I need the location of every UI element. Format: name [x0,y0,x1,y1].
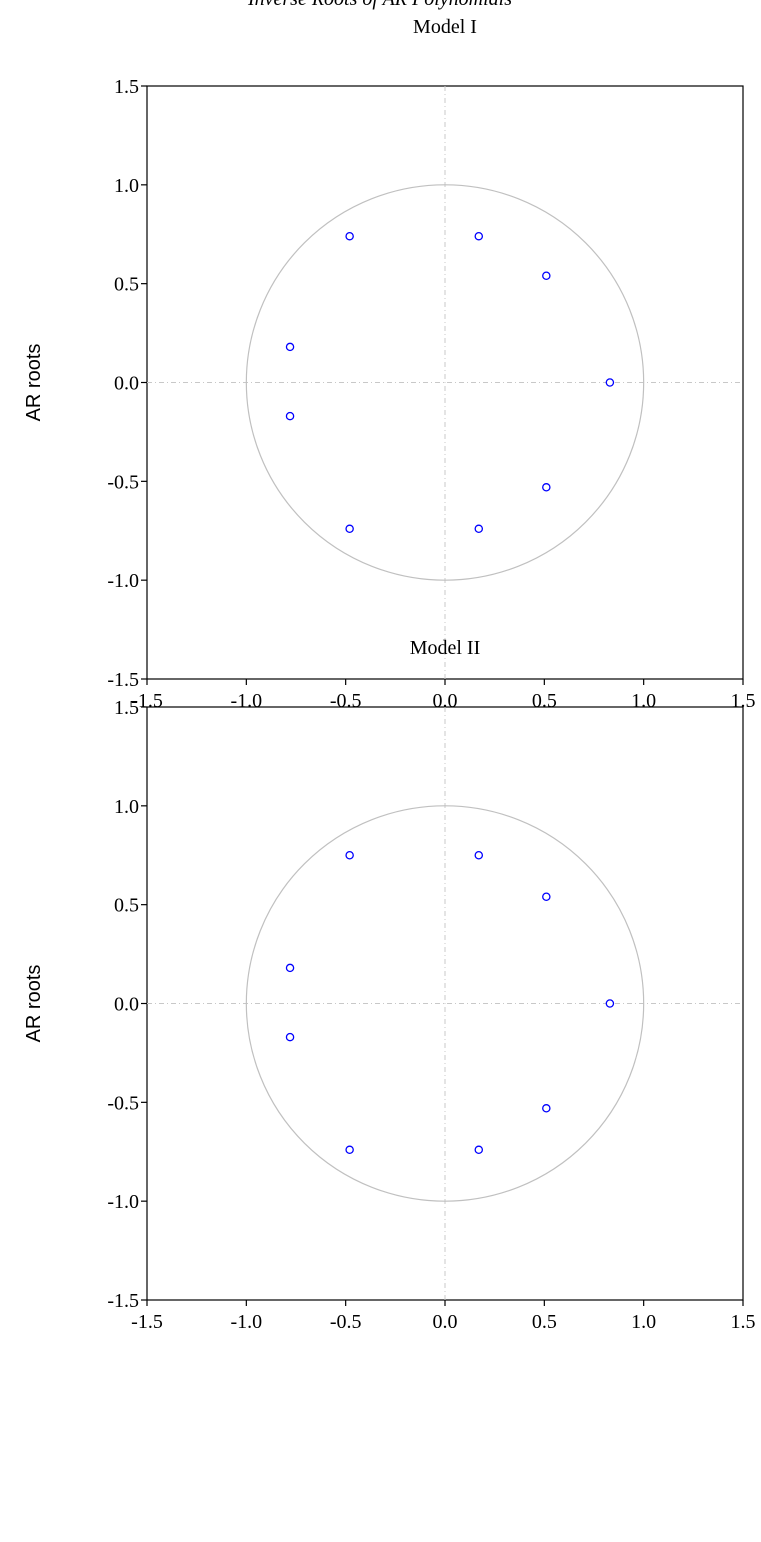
y-axis-label: AR roots [23,344,45,422]
x-tick-label: 0.5 [532,1311,557,1333]
root-point [474,1145,484,1155]
unit-circle [245,184,645,581]
root-point [605,999,615,1008]
root-point [474,524,484,534]
chart-panels: Model I1.51.00.50.0-0.5-1.0-1.5-1.5 -1.0-… [23,16,756,1333]
y-tick-label: 0.0 [114,994,139,1016]
root-point [474,851,484,860]
x-tick-label: 1.0 [631,1311,656,1333]
y-tick-label: -0.5 [107,1092,139,1114]
chart-panel-2: Model II1.51.00.50.0-0.5-1.0-1.5-1.5 -1.0… [23,637,756,1333]
y-tick-label: 1.5 [114,76,139,98]
root-point [345,1145,354,1155]
root-point [345,851,354,860]
root-point [474,231,484,241]
x-tick-label: 0.5 [532,690,557,712]
x-tick-label: 0.0 [433,1311,458,1333]
x-tick-label: -1.5 [131,1311,163,1333]
y-tick-label: -1.0 [107,570,139,592]
x-tick-label: 1.0 [631,690,656,712]
root-point [542,271,551,281]
root-point [542,483,551,492]
root-point [542,1104,551,1113]
y-axis-label: AR roots [23,965,45,1043]
root-point [285,1032,295,1042]
y-tick-label: -1.5 [107,669,139,691]
y-tick-label: 1.0 [114,175,139,197]
x-tick-label: 1.5 [731,1311,756,1333]
y-tick-label: -0.5 [107,471,139,493]
chart-title: Model II [410,637,481,659]
y-tick-label: -1.0 [107,1191,139,1213]
x-tick-label: -0.5 [330,1311,362,1333]
y-tick-label: 0.0 [114,373,139,395]
y-tick-label: 0.5 [114,895,139,917]
y-tick-label: 1.0 [114,796,139,818]
chart-title: Model I [413,16,477,38]
x-tick-label: -1.0 [230,690,262,712]
root-point [285,963,295,973]
y-tick-label: -1.5 [107,1290,139,1312]
x-tick-label: -1.0 [230,1311,262,1333]
y-tick-label: 0.5 [114,274,139,296]
chart-panel-1: Model I1.51.00.50.0-0.5-1.0-1.5-1.5 -1.0-… [23,16,756,712]
root-point [542,892,551,902]
page-title: Inverse Roots of AR Polynomials [247,0,512,10]
root-point [345,524,354,534]
root-point [285,411,295,421]
root-point [345,231,354,241]
root-point [285,342,295,352]
y-tick-label: 1.5 [114,697,139,719]
x-tick-label: -0.5 [330,690,362,712]
unit-circle [245,805,645,1202]
root-point [605,378,615,387]
